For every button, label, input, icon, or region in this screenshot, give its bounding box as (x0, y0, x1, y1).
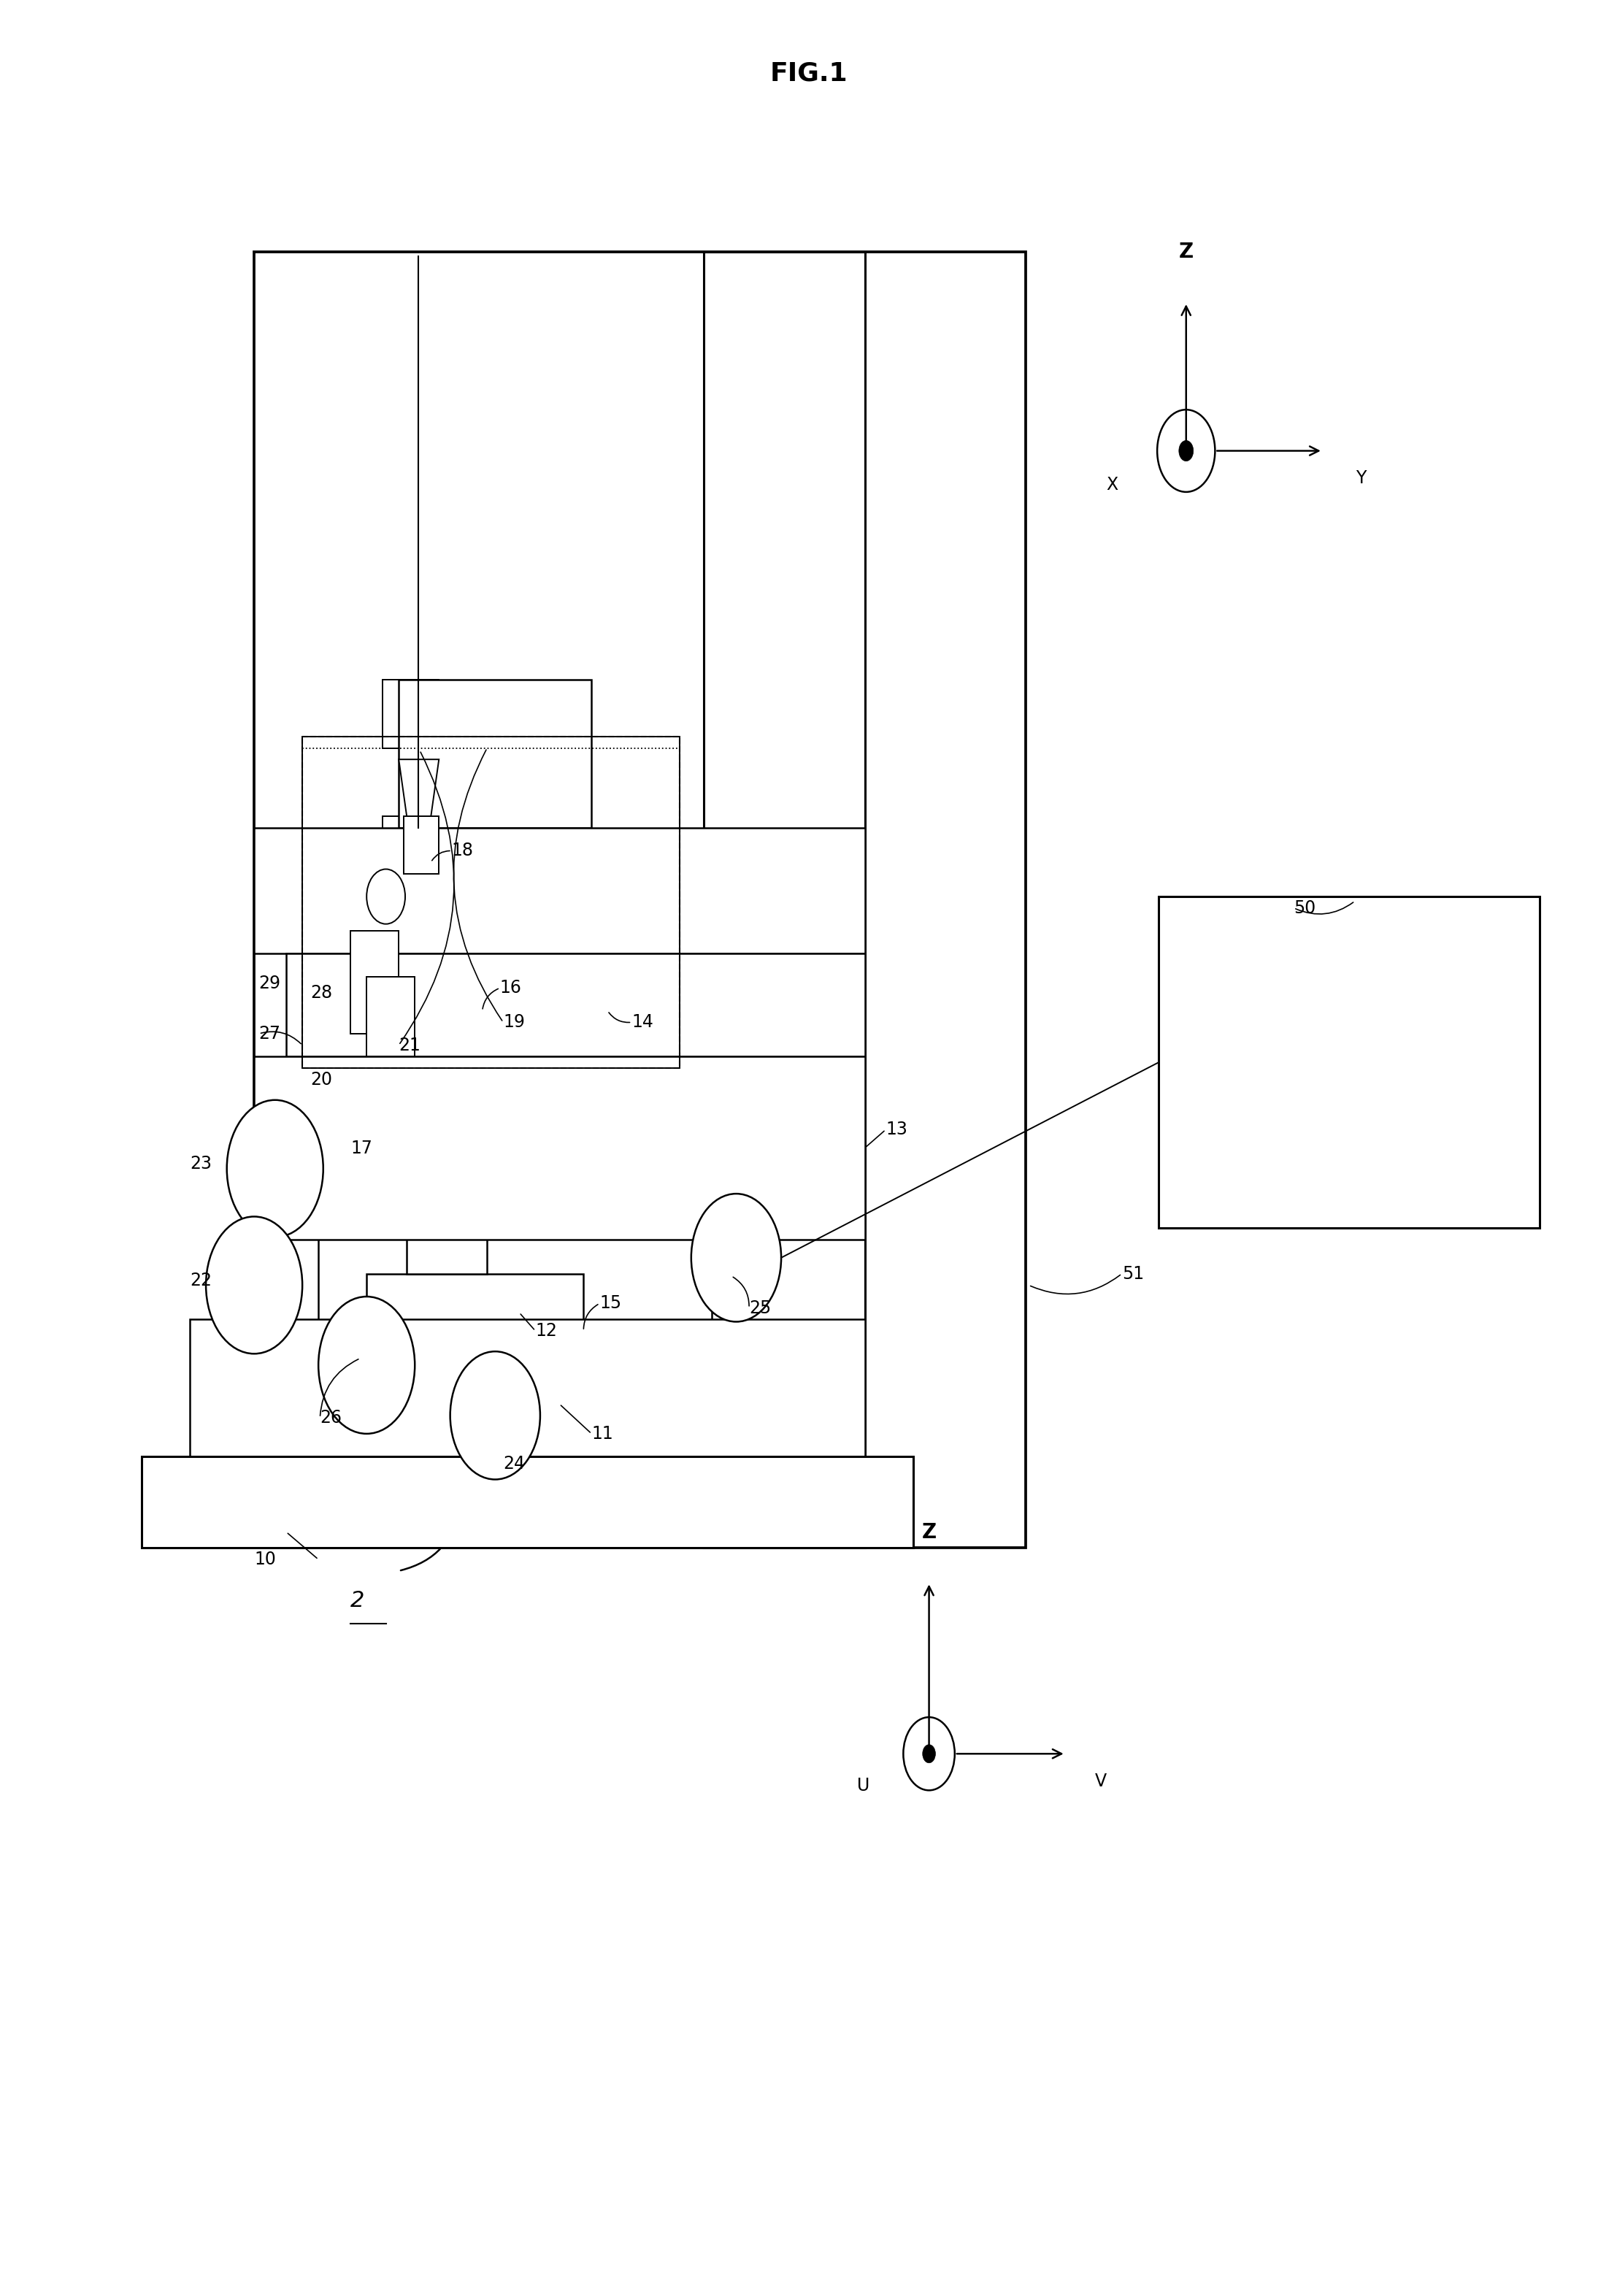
Text: 29: 29 (259, 976, 281, 992)
Text: V: V (1095, 1773, 1106, 1791)
Bar (302, 737, 681, 1068)
Bar (254, 829, 865, 953)
Bar (383, 680, 438, 748)
Text: 21: 21 (399, 1035, 420, 1054)
Bar (383, 817, 438, 907)
Text: Z: Z (922, 1522, 936, 1543)
Text: 13: 13 (886, 1120, 907, 1139)
Bar (189, 1320, 865, 1456)
Text: U: U (857, 1777, 870, 1795)
Circle shape (450, 1352, 540, 1479)
Circle shape (904, 1717, 954, 1791)
Bar (407, 907, 487, 1274)
Text: X: X (1106, 475, 1117, 494)
Bar (446, 1332, 711, 1410)
Circle shape (923, 1745, 936, 1763)
Text: FIG.1: FIG.1 (770, 62, 847, 85)
Text: 22: 22 (189, 1272, 212, 1290)
Text: 12: 12 (535, 1322, 558, 1339)
FancyArrowPatch shape (401, 1506, 462, 1570)
Polygon shape (399, 760, 438, 817)
Bar (367, 1274, 584, 1389)
Text: 24: 24 (503, 1456, 526, 1472)
Bar (319, 1228, 711, 1410)
Text: 14: 14 (632, 1013, 653, 1031)
Text: 23: 23 (189, 1155, 212, 1173)
Circle shape (319, 1297, 416, 1433)
Text: 25: 25 (749, 1300, 771, 1318)
Bar (142, 1456, 914, 1548)
Circle shape (226, 1100, 323, 1238)
Text: 11: 11 (592, 1426, 613, 1442)
Text: 20: 20 (310, 1070, 331, 1088)
Text: Z: Z (1179, 241, 1193, 262)
Bar (1159, 895, 1539, 1228)
Bar (399, 680, 592, 829)
Bar (367, 976, 416, 1056)
Circle shape (205, 1217, 302, 1355)
Text: 15: 15 (600, 1295, 621, 1313)
Bar (254, 1056, 865, 1240)
Text: 17: 17 (351, 1139, 372, 1157)
Text: 28: 28 (310, 983, 333, 1001)
Bar (302, 737, 681, 1068)
Text: 16: 16 (500, 978, 522, 996)
Text: 51: 51 (1122, 1265, 1143, 1283)
Bar (703, 253, 865, 1548)
Bar (351, 930, 399, 1033)
Bar (286, 953, 865, 1056)
Text: 19: 19 (503, 1013, 526, 1031)
Text: 27: 27 (259, 1024, 281, 1042)
Text: 2: 2 (351, 1591, 365, 1612)
Circle shape (690, 1194, 781, 1322)
Text: 26: 26 (320, 1410, 341, 1426)
Text: Y: Y (1357, 468, 1366, 487)
Circle shape (1179, 441, 1193, 461)
Text: 18: 18 (451, 843, 474, 859)
Text: 10: 10 (254, 1550, 277, 1568)
Bar (254, 253, 1025, 1548)
Text: 50: 50 (1294, 900, 1316, 916)
Circle shape (367, 870, 406, 923)
Circle shape (1158, 409, 1214, 491)
Bar (404, 817, 438, 875)
